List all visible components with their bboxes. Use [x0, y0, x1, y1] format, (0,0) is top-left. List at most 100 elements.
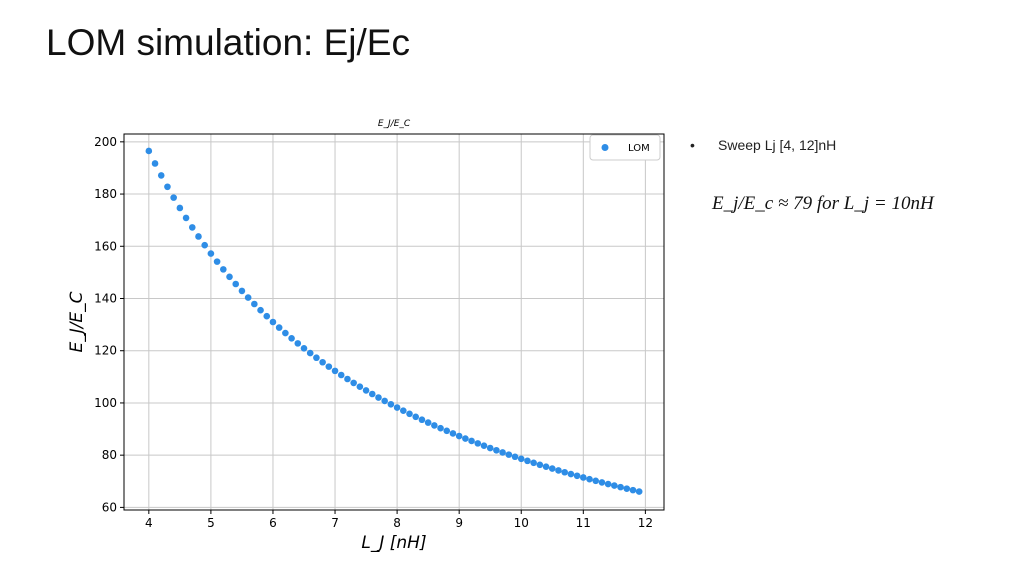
data-point: [586, 475, 593, 483]
data-point: [542, 463, 550, 471]
data-point: [269, 318, 277, 326]
data-point: [567, 470, 575, 478]
y-tick-label: 140: [94, 292, 117, 306]
data-point: [375, 394, 382, 401]
data-point: [356, 383, 364, 391]
data-point: [548, 465, 556, 472]
data-point: [220, 266, 227, 273]
y-tick-label: 100: [94, 396, 117, 410]
data-point: [362, 387, 370, 394]
x-axis-label: L_J [nH]: [361, 533, 426, 553]
equation: E_j/E_c ≈ 79 for L_j = 10nH: [712, 193, 934, 214]
y-tick-label: 200: [94, 135, 117, 149]
data-point: [611, 482, 618, 489]
plot-area: [124, 134, 664, 510]
data-point: [232, 280, 240, 288]
data-point: [195, 233, 202, 240]
data-point: [263, 312, 271, 320]
bullet-dot-icon: •: [690, 137, 695, 153]
data-point: [387, 400, 395, 408]
x-tick-label: 5: [207, 516, 215, 530]
data-point: [573, 472, 581, 480]
bullet-item: • Sweep Lj [4, 12]nH: [690, 136, 1010, 154]
x-tick-label: 6: [269, 516, 277, 530]
slide-title: LOM simulation: Ej/Ec: [46, 22, 410, 63]
data-point: [505, 451, 513, 458]
data-point: [275, 324, 283, 331]
data-points: [145, 147, 643, 495]
data-point: [418, 416, 426, 424]
data-point: [207, 250, 215, 257]
data-point: [555, 467, 562, 474]
legend-box: [589, 134, 661, 161]
y-tick-label: 60: [102, 500, 117, 514]
data-point: [325, 363, 333, 370]
data-point: [257, 306, 264, 314]
data-point: [244, 294, 252, 301]
data-point: [157, 172, 165, 179]
data-point: [462, 435, 469, 442]
plot-frame: [123, 133, 665, 511]
data-point: [499, 449, 506, 456]
x-tick-label: 4: [145, 516, 153, 530]
data-point: [455, 432, 463, 440]
y-tick-label: 160: [94, 239, 117, 253]
data-point: [604, 480, 612, 488]
y-tick-label: 80: [102, 448, 117, 462]
data-point: [251, 300, 258, 308]
data-point: [580, 474, 587, 481]
x-tick-label: 8: [393, 516, 401, 530]
data-point: [381, 397, 388, 405]
data-point: [201, 241, 208, 249]
bullet-list: • Sweep Lj [4, 12]nH: [690, 136, 1010, 154]
data-point: [306, 349, 314, 357]
data-point: [468, 437, 475, 445]
bullet-text: Sweep Lj [4, 12]nH: [718, 137, 837, 153]
data-point: [635, 488, 643, 495]
x-tick-label: 9: [455, 516, 463, 530]
x-tick-label: 11: [576, 516, 591, 530]
data-point: [598, 479, 606, 486]
data-point: [486, 444, 494, 452]
data-point: [400, 407, 407, 414]
legend: LOM: [589, 134, 661, 161]
data-point: [424, 419, 432, 426]
x-tick-label: 10: [514, 516, 529, 530]
data-point: [592, 477, 600, 485]
y-axis-label: E_J/E_C: [67, 291, 87, 352]
data-point: [406, 410, 413, 418]
data-point: [449, 430, 457, 437]
legend-label: LOM: [628, 143, 650, 154]
chart-title: E_J/E_C: [378, 119, 411, 129]
data-point: [536, 461, 544, 469]
data-point: [213, 258, 221, 265]
data-point: [617, 483, 624, 491]
y-tick-label: 120: [94, 344, 117, 358]
data-point: [176, 204, 184, 212]
grid: [124, 134, 664, 510]
data-point: [300, 345, 308, 352]
data-point: [337, 371, 345, 379]
data-point: [288, 334, 295, 342]
data-point: [437, 424, 444, 432]
data-point: [188, 224, 196, 231]
chart: 4 5 6 7 8 9 10 11 12 60 80 100 120 140 160 180 200 E_J/E…: [67, 119, 665, 553]
data-point: [368, 390, 376, 398]
data-point: [331, 367, 339, 375]
data-point: [530, 459, 537, 467]
axis-ticks: 4 5 6 7 8 9 10 11 12 60 80 100 120 140 160 180 200: [94, 135, 653, 530]
data-point: [412, 413, 420, 421]
data-point: [282, 329, 289, 337]
data-point: [350, 379, 357, 387]
data-point: [474, 440, 482, 447]
data-point: [623, 485, 631, 492]
data-point: [319, 358, 326, 366]
data-point: [629, 486, 637, 494]
legend-marker: [601, 144, 609, 151]
data-point: [524, 457, 531, 465]
data-point: [164, 183, 171, 191]
data-point: [517, 455, 525, 463]
data-point: [561, 468, 568, 476]
data-point: [393, 404, 401, 411]
data-point: [443, 427, 451, 435]
